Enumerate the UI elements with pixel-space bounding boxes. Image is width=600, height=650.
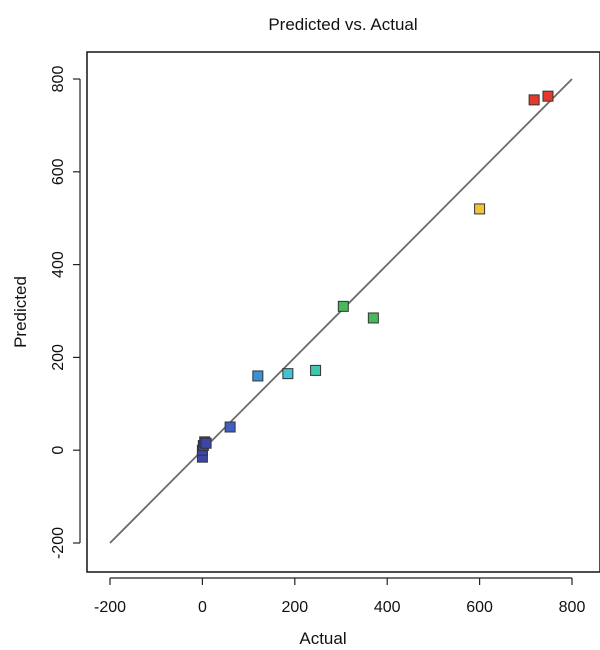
data-point bbox=[542, 90, 554, 102]
y-tick-label: 200 bbox=[50, 344, 67, 371]
y-tick-label: -200 bbox=[50, 527, 67, 559]
data-point bbox=[200, 437, 212, 449]
data-point bbox=[282, 368, 294, 380]
y-tick-label: 800 bbox=[50, 66, 67, 93]
y-axis-label: Predicted bbox=[11, 276, 30, 348]
x-axis-label: Actual bbox=[299, 629, 346, 648]
plot-area: -200 0 200 400 600 800 -200 0 200 400 600 800 bbox=[50, 66, 585, 616]
data-point bbox=[337, 300, 349, 312]
x-tick-label: 400 bbox=[374, 599, 401, 616]
plot-frame bbox=[86, 51, 600, 573]
x-tick-label: -200 bbox=[94, 599, 126, 616]
data-point bbox=[252, 370, 264, 382]
y-tick-label: 600 bbox=[50, 158, 67, 185]
data-point bbox=[224, 421, 236, 433]
chart-title: Predicted vs. Actual bbox=[268, 15, 417, 34]
x-tick-label: 200 bbox=[281, 599, 308, 616]
x-tick-label: 800 bbox=[559, 599, 586, 616]
data-point bbox=[310, 364, 322, 376]
data-point bbox=[528, 94, 540, 106]
x-tick-label: 0 bbox=[198, 599, 207, 616]
y-tick-label: 400 bbox=[50, 251, 67, 278]
data-point bbox=[474, 203, 486, 215]
x-tick-label: 600 bbox=[466, 599, 493, 616]
data-point bbox=[367, 312, 379, 324]
y-tick-label: 0 bbox=[50, 446, 67, 455]
